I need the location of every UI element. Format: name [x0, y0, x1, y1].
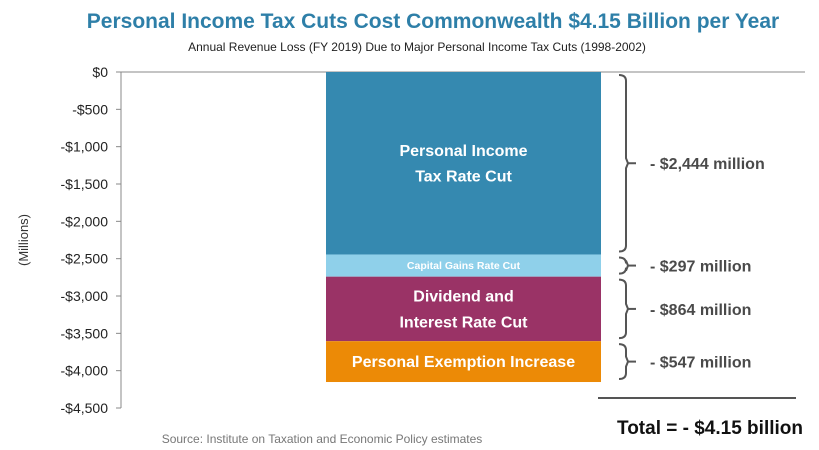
y-tick-label: -$2,000	[61, 213, 109, 229]
y-tick-label: -$500	[72, 101, 108, 117]
bracket	[618, 74, 630, 253]
y-tick-label: -$3,500	[61, 325, 109, 341]
annotations: - $2,444 million - $297 million - $864 mil…	[618, 74, 765, 381]
segment-label: Dividend and Interest Rate Cut	[399, 289, 528, 332]
bar-segment-dividend-interest-rate-cut	[326, 276, 601, 342]
segment-annotation: - $547 million	[650, 355, 751, 372]
bracket	[618, 278, 630, 340]
bracket	[618, 256, 630, 275]
y-tick-label: -$3,000	[61, 288, 109, 304]
y-ticks: $0 -$500 -$1,000 -$1,500 -$2,000 -$2,500 -$3,0…	[61, 64, 121, 416]
y-tick-label: -$4,500	[61, 400, 109, 416]
segment-annotation: - $297 million	[650, 259, 751, 276]
y-tick-label: -$4,000	[61, 363, 109, 379]
y-tick-label: -$2,500	[61, 251, 109, 267]
segment-label: Personal Exemption Increase	[352, 354, 575, 371]
source-note: Source: Institute on Taxation and Econom…	[162, 432, 483, 446]
chart-subtitle: Annual Revenue Loss (FY 2019) Due to Maj…	[188, 40, 646, 54]
stacked-bar: Personal Income Tax Rate Cut Capital Gains…	[326, 72, 601, 383]
y-tick-label: -$1,000	[61, 139, 109, 155]
chart-title: Personal Income Tax Cuts Cost Commonweal…	[87, 10, 779, 33]
segment-label: Capital Gains Rate Cut	[407, 260, 521, 272]
bracket	[618, 343, 630, 381]
segment-annotation: - $2,444 million	[650, 156, 765, 173]
segment-label: Personal Income Tax Rate Cut	[399, 143, 527, 186]
y-tick-label: -$1,500	[61, 176, 109, 192]
total-label: Total = - $4.15 billion	[617, 418, 803, 439]
bar-segment-personal-exemption-increase	[326, 341, 601, 383]
y-tick-label: $0	[92, 64, 108, 80]
bar-segment-capital-gains-rate-cut	[326, 254, 601, 277]
segment-annotation: - $864 million	[650, 302, 751, 319]
bar-segment-personal-income-tax-rate-cut	[326, 72, 601, 255]
y-axis-label: (Millions)	[16, 214, 31, 266]
